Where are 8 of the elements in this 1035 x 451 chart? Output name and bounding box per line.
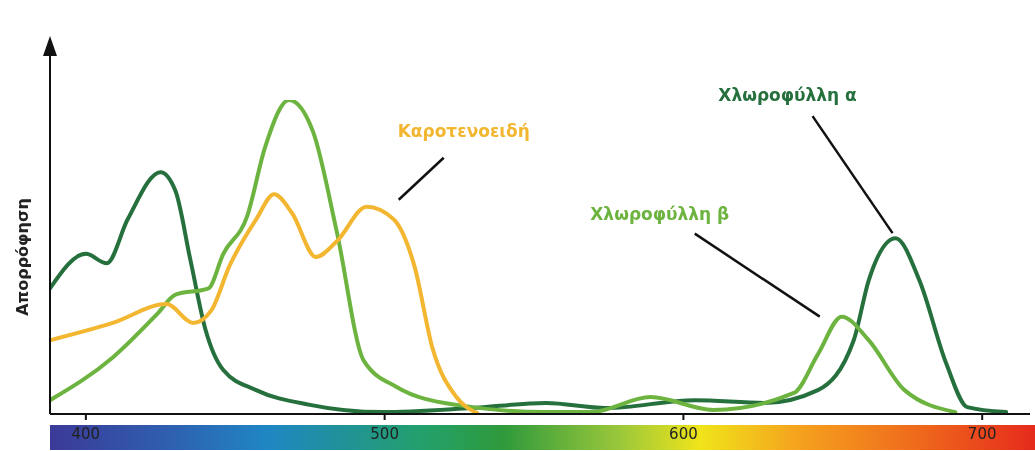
- text: Χλωροφύλλη β: [590, 203, 730, 224]
- text: Καροτενοειδή: [397, 120, 530, 141]
- y-axis-title: Απορρόφηση: [12, 198, 32, 316]
- x-tick-label: 700: [967, 424, 997, 443]
- x-tick-label: 500: [370, 424, 399, 443]
- x-tick-label: 400: [71, 424, 101, 443]
- text: Χλωροφύλλη α: [718, 85, 857, 106]
- x-tick-label: 600: [669, 424, 698, 443]
